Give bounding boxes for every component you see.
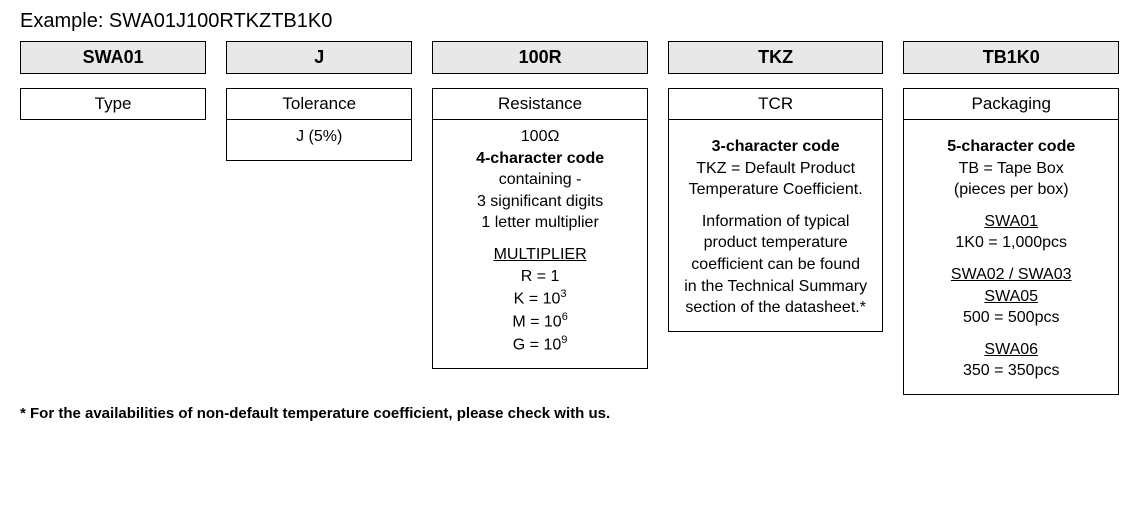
code-resistance: 100R	[432, 41, 648, 74]
pkg-group1-val: 1K0 = 1,000pcs	[955, 234, 1067, 251]
resistance-code-title: 4-character code	[476, 150, 604, 167]
column-resistance: 100R Resistance 100Ω 4-character code co…	[432, 41, 648, 369]
pkg-tb1: TB = Tape Box	[959, 160, 1064, 177]
desc-tcr: TCR 3-character code TKZ = Default Produ…	[668, 88, 884, 332]
header-resistance: Resistance	[433, 89, 647, 120]
tcr-line1: TKZ = Default Product	[696, 160, 855, 177]
header-type: Type	[21, 89, 205, 119]
code-type: SWA01	[20, 41, 206, 74]
part-number-columns: SWA01 Type J Tolerance J (5%) 100R Resis…	[20, 41, 1119, 395]
example-label: Example: SWA01J100RTKZTB1K0	[20, 10, 1119, 33]
body-packaging: 5-character code TB = Tape Box (pieces p…	[904, 120, 1118, 394]
header-tolerance: Tolerance	[227, 89, 411, 120]
column-type: SWA01 Type	[20, 41, 206, 120]
code-tolerance: J	[226, 41, 412, 74]
footnote: * For the availabilities of non-default …	[20, 405, 1119, 422]
tcr-info2: product temperature	[704, 234, 848, 251]
column-packaging: TB1K0 Packaging 5-character code TB = Ta…	[903, 41, 1119, 395]
desc-tolerance: Tolerance J (5%)	[226, 88, 412, 161]
pkg-group3-label: SWA06	[984, 341, 1038, 358]
tcr-line2: Temperature Coefficient.	[689, 181, 863, 198]
resistance-sig-digits: 3 significant digits	[477, 193, 603, 210]
pkg-tb2: (pieces per box)	[954, 181, 1069, 198]
pkg-group1-label: SWA01	[984, 213, 1038, 230]
desc-packaging: Packaging 5-character code TB = Tape Box…	[903, 88, 1119, 395]
column-tcr: TKZ TCR 3-character code TKZ = Default P…	[668, 41, 884, 332]
mult-r: R = 1	[441, 266, 639, 288]
tolerance-value: J (5%)	[296, 128, 342, 145]
mult-m-prefix: M = 10	[512, 313, 561, 330]
tcr-info4: in the Technical Summary	[684, 278, 867, 295]
mult-m-exp: 6	[562, 311, 568, 323]
mult-k-exp: 3	[560, 288, 566, 300]
pkg-group2-label2: SWA05	[984, 288, 1038, 305]
column-tolerance: J Tolerance J (5%)	[226, 41, 412, 161]
body-tcr: 3-character code TKZ = Default Product T…	[669, 120, 883, 331]
body-resistance: 100Ω 4-character code containing - 3 sig…	[433, 120, 647, 368]
resistance-value: 100Ω	[521, 128, 560, 145]
multiplier-label: MULTIPLIER	[494, 246, 587, 263]
tcr-code-title: 3-character code	[712, 138, 840, 155]
pkg-code-title: 5-character code	[947, 138, 1075, 155]
desc-type: Type	[20, 88, 206, 120]
resistance-letter-mult: 1 letter multiplier	[481, 214, 598, 231]
tcr-info3: coefficient can be found	[691, 256, 860, 273]
pkg-group2-val: 500 = 500pcs	[963, 309, 1060, 326]
code-tcr: TKZ	[668, 41, 884, 74]
mult-k: K = 103	[441, 287, 639, 310]
mult-g: G = 109	[441, 333, 639, 356]
mult-k-prefix: K = 10	[514, 290, 561, 307]
tcr-info5: section of the datasheet.*	[685, 299, 866, 316]
header-tcr: TCR	[669, 89, 883, 120]
desc-resistance: Resistance 100Ω 4-character code contain…	[432, 88, 648, 369]
body-tolerance: J (5%)	[227, 120, 411, 160]
code-packaging: TB1K0	[903, 41, 1119, 74]
pkg-group2-label1: SWA02 / SWA03	[951, 266, 1072, 283]
tcr-info1: Information of typical	[702, 213, 850, 230]
header-packaging: Packaging	[904, 89, 1118, 120]
resistance-containing: containing -	[499, 171, 582, 188]
mult-g-prefix: G = 10	[513, 336, 561, 353]
mult-g-exp: 9	[561, 334, 567, 346]
pkg-group3-val: 350 = 350pcs	[963, 362, 1060, 379]
mult-m: M = 106	[441, 310, 639, 333]
